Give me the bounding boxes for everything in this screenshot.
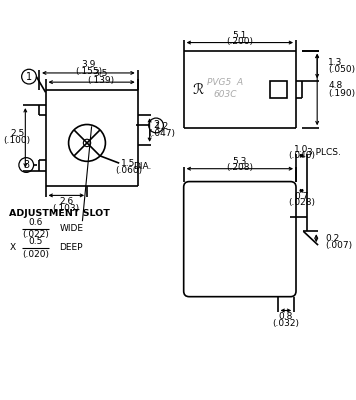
Text: 3.5: 3.5 (94, 69, 108, 78)
Text: (.139): (.139) (87, 76, 114, 85)
Text: (.020): (.020) (22, 250, 49, 259)
Text: DEEP: DEEP (59, 243, 83, 252)
Text: 5.3: 5.3 (233, 157, 247, 166)
Text: (.200): (.200) (226, 37, 253, 46)
Text: 3 PLCS.: 3 PLCS. (307, 148, 341, 157)
Text: 0.8: 0.8 (279, 312, 293, 322)
Text: 603C: 603C (213, 90, 237, 99)
Text: (.060): (.060) (115, 166, 142, 175)
Text: (.032): (.032) (272, 319, 299, 328)
Text: (.155): (.155) (75, 67, 102, 76)
Text: WIDE: WIDE (59, 224, 83, 233)
Text: (.007): (.007) (325, 241, 352, 250)
Text: 1.0: 1.0 (294, 145, 309, 154)
Text: 2.6: 2.6 (59, 197, 73, 206)
Text: 2.5: 2.5 (10, 129, 24, 138)
Text: (.040): (.040) (288, 151, 315, 160)
Text: (.050): (.050) (328, 65, 355, 74)
Text: 0.5: 0.5 (28, 237, 43, 246)
Text: 1: 1 (26, 72, 32, 82)
Text: 4.8: 4.8 (328, 81, 342, 90)
Text: 0.6: 0.6 (28, 218, 43, 226)
Text: 2: 2 (153, 120, 159, 130)
Text: 0.7: 0.7 (294, 192, 309, 201)
Text: ℛ: ℛ (193, 82, 204, 96)
Text: 5.1: 5.1 (233, 31, 247, 40)
Text: DIA.: DIA. (133, 162, 151, 171)
Text: (.208): (.208) (226, 163, 253, 172)
Text: (.047): (.047) (148, 129, 175, 138)
Text: 3.9: 3.9 (81, 60, 95, 69)
Text: ADJUSTMENT SLOT: ADJUSTMENT SLOT (9, 209, 110, 218)
Text: 1.2: 1.2 (155, 122, 169, 131)
Text: (.028): (.028) (288, 198, 315, 207)
Text: PVG5  A: PVG5 A (207, 78, 243, 87)
Text: 0.2: 0.2 (325, 234, 340, 243)
Text: (.022): (.022) (22, 230, 49, 240)
Text: 1.5: 1.5 (121, 159, 136, 168)
Text: (.103): (.103) (53, 204, 80, 213)
Text: (.100): (.100) (4, 136, 31, 145)
Text: 3: 3 (23, 160, 29, 170)
Text: X: X (9, 243, 16, 252)
Text: (.190): (.190) (328, 89, 355, 98)
Text: 1.3: 1.3 (328, 58, 342, 67)
Bar (270, 81, 287, 98)
